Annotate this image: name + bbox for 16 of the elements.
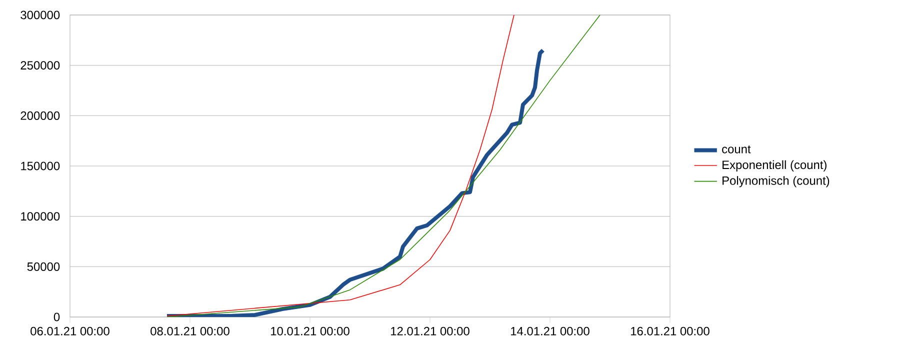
- x-tick-label: 10.01.21 00:00: [271, 326, 350, 336]
- y-tick-label: 150000: [21, 162, 60, 170]
- x-tick-label: 12.01.21 00:00: [391, 326, 470, 336]
- y-tick-label: 300000: [20, 10, 60, 20]
- y-tick-label: 250000: [20, 61, 60, 70]
- x-tick-label: 08.01.21 00:00: [150, 326, 230, 336]
- legend-label: count: [722, 145, 751, 154]
- x-tick-label: 06.01.21 00:00: [30, 326, 110, 336]
- y-tick-label: 100000: [21, 212, 60, 221]
- y-tick-label: 50000: [27, 262, 60, 271]
- legend-label: Polynomisch (count): [722, 176, 830, 188]
- x-tick-label: 14.01.21 00:00: [511, 326, 590, 336]
- x-tick-label: 16.01.21 00:00: [631, 326, 710, 336]
- y-tick-label: 200000: [20, 111, 60, 120]
- y-tick-label: 0: [54, 312, 60, 322]
- legend-label: Exponentiell (count): [722, 160, 826, 172]
